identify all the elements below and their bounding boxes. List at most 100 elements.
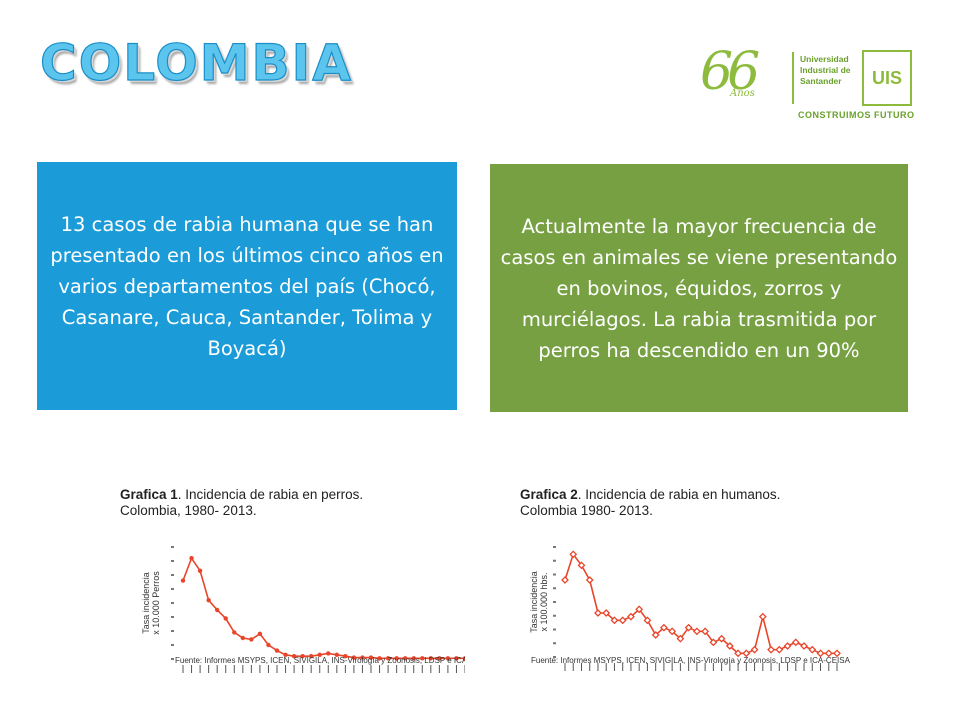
data-point [385, 656, 391, 661]
human-cases-text: 13 casos de rabia humana que se han pres… [50, 212, 444, 360]
data-point [274, 648, 280, 653]
data-point [569, 550, 578, 559]
data-point [402, 656, 408, 661]
chart-dogs-title-line2: Colombia, 1980- 2013. [120, 503, 257, 518]
data-point [816, 649, 825, 658]
chart-dogs-title: Grafica 1. Incidencia de rabia en perros… [120, 487, 363, 519]
y-tick [171, 658, 174, 660]
data-point [783, 642, 792, 650]
university-name: Universidad Industrial de Santander [800, 54, 851, 87]
data-point [643, 616, 652, 625]
y-tick [171, 644, 174, 646]
anniversary-number: 66 [700, 42, 760, 102]
data-point [232, 630, 237, 635]
y-tick [553, 559, 556, 562]
animal-cases-text: Actualmente la mayor frecuencia de casos… [500, 214, 898, 362]
data-point [750, 645, 759, 654]
series-line [182, 556, 465, 660]
y-axis-label: Tasa incidencia [529, 571, 539, 633]
chart-humans-title: Grafica 2. Incidencia de rabia en humano… [520, 487, 780, 519]
data-point [561, 576, 569, 584]
data-point [283, 652, 288, 657]
data-point [627, 612, 635, 621]
data-point [223, 616, 228, 621]
data-point [808, 645, 817, 654]
data-point [462, 656, 465, 661]
data-point [291, 654, 297, 659]
data-point [594, 609, 602, 617]
data-point [266, 642, 271, 648]
anniversary-label: Años [730, 88, 755, 99]
data-point [240, 635, 246, 641]
y-tick [171, 560, 174, 562]
data-point [454, 656, 459, 661]
data-point [676, 634, 685, 643]
logo-slogan: CONSTRUIMOS FUTURO [798, 110, 915, 120]
data-point [428, 656, 434, 661]
data-point [377, 656, 382, 661]
data-point [249, 637, 254, 642]
university-line-2: Industrial de [800, 65, 851, 75]
data-point [651, 631, 660, 639]
y-tick [553, 614, 556, 617]
y-axis-label-units: x 100.000 hbs. [539, 572, 549, 631]
chart-humans-title-rest: . Incidencia de rabia en humanos. [577, 487, 781, 502]
chart-humans: Grafica 2. Incidencia de rabia en humano… [515, 485, 850, 675]
data-point [360, 655, 365, 660]
data-point [800, 642, 808, 650]
y-tick [171, 574, 174, 576]
university-line-1: Universidad [800, 54, 849, 64]
data-point [725, 642, 734, 650]
data-point [734, 649, 743, 658]
y-axis-label-units: x 10.000 Perros [151, 571, 161, 635]
uis-logo: 66 Años Universidad Industrial de Santan… [700, 42, 915, 126]
data-point [585, 576, 594, 584]
y-tick [171, 546, 174, 548]
logo-separator [792, 52, 794, 104]
data-point [300, 654, 305, 659]
data-point [668, 627, 677, 636]
data-point [394, 656, 399, 661]
data-point [833, 649, 841, 658]
chart-dogs-title-rest: . Incidencia de rabia en perros. [177, 487, 364, 502]
uis-mark: UIS [862, 50, 912, 106]
chart-humans-title-line2: Colombia 1980- 2013. [520, 503, 653, 518]
data-point [197, 568, 203, 573]
data-point [180, 578, 186, 583]
y-tick [171, 588, 174, 590]
data-point [684, 623, 693, 632]
data-point [602, 609, 611, 617]
y-tick [171, 630, 174, 632]
chart-source: Fuente: Informes MSYPS, ICEN, SIVIGILA, … [531, 656, 850, 665]
data-point [308, 654, 314, 659]
chart-dogs: Grafica 1. Incidencia de rabia en perros… [115, 485, 465, 675]
data-point [758, 612, 767, 621]
data-point [368, 655, 374, 660]
data-point [334, 652, 340, 657]
data-point [577, 561, 586, 570]
data-point [189, 556, 194, 561]
data-point [635, 605, 644, 614]
y-tick [553, 546, 556, 548]
y-tick [171, 616, 174, 618]
data-point [767, 645, 775, 654]
data-point [437, 656, 442, 661]
y-tick [553, 573, 556, 576]
y-tick [553, 601, 556, 603]
human-cases-box: 13 casos de rabia humana que se han pres… [37, 162, 457, 410]
slide-title: COLOMBIA [39, 33, 353, 92]
y-tick [553, 587, 556, 590]
data-point [257, 631, 263, 636]
chart-source: Fuente: Informes MSYPS, ICEN, SIVIGILA, … [175, 656, 465, 665]
data-point [692, 627, 701, 636]
series-line [564, 552, 837, 655]
data-point [791, 638, 800, 647]
data-point [659, 623, 668, 632]
chart-dogs-plot: Tasa incidencia x 10.000 Perros Fuente: In… [141, 546, 465, 673]
data-point [317, 652, 322, 657]
data-point [775, 645, 784, 654]
chart-humans-plot: Tasa incidencia x 100.000 hbs. Fuente: Inf… [529, 546, 850, 671]
data-point [343, 654, 348, 659]
data-point [214, 607, 220, 613]
data-point [717, 634, 726, 643]
